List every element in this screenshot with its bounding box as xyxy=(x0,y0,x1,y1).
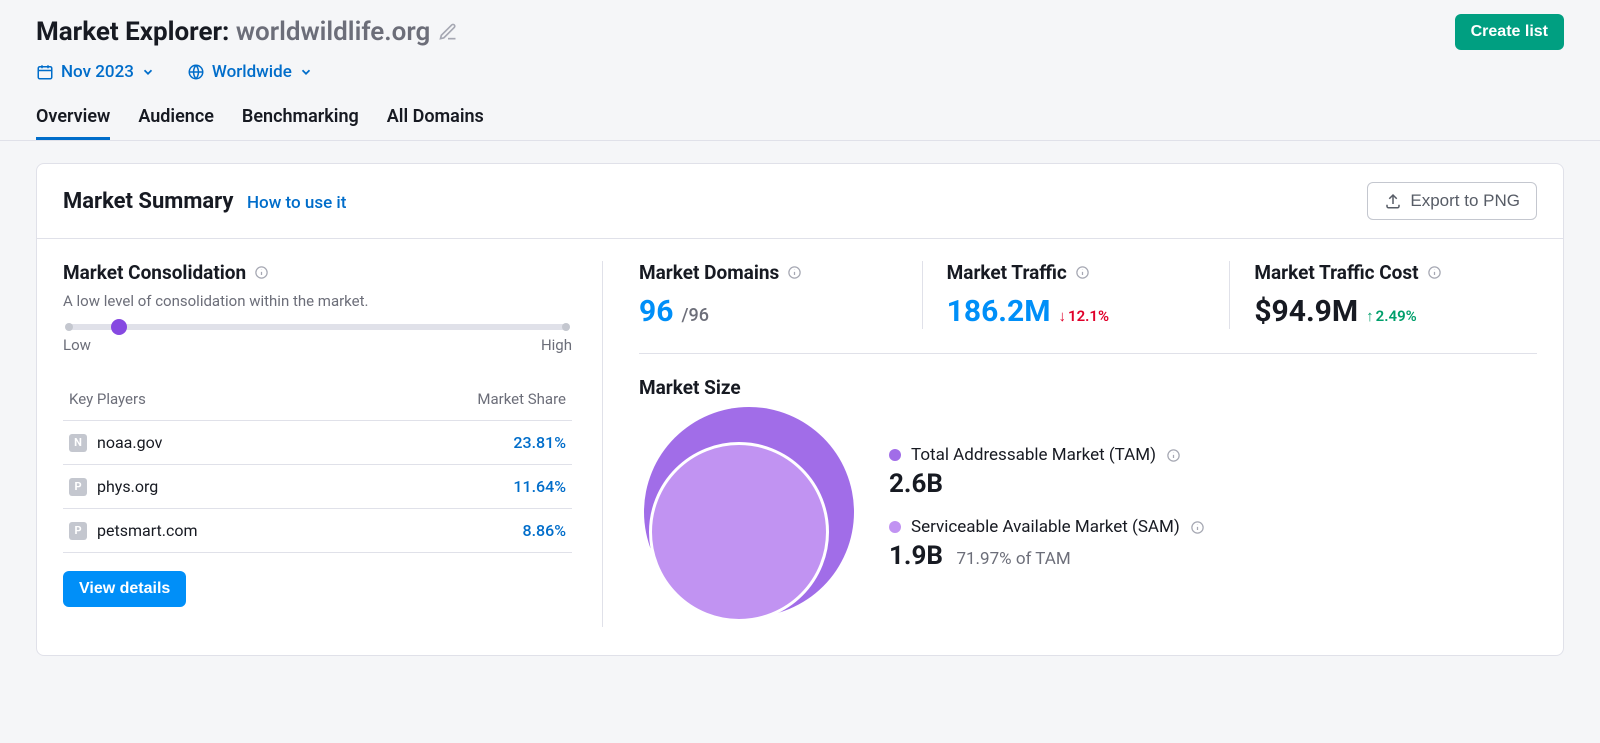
player-domain: noaa.gov xyxy=(97,433,162,452)
card-title: Market Summary xyxy=(63,189,234,214)
table-row[interactable]: Nnoaa.gov 23.81% xyxy=(63,420,572,464)
date-filter-label: Nov 2023 xyxy=(61,62,134,82)
key-players-table: Key Players Market Share Nnoaa.gov 23.81%… xyxy=(63,378,572,553)
sam-dot-icon xyxy=(889,521,901,533)
player-domain: phys.org xyxy=(97,477,158,496)
date-filter[interactable]: Nov 2023 xyxy=(36,62,155,82)
edit-icon[interactable] xyxy=(438,22,458,42)
tab-overview[interactable]: Overview xyxy=(36,100,110,140)
market-size-title: Market Size xyxy=(639,376,1537,399)
table-row[interactable]: Ppetsmart.com 8.86% xyxy=(63,508,572,553)
metric-traffic: Market Traffic 186.2M ↓12.1% xyxy=(922,261,1230,329)
player-domain: petsmart.com xyxy=(97,521,198,540)
col-player: Key Players xyxy=(69,390,146,408)
cost-value: $94.9M xyxy=(1254,294,1358,329)
sam-sub: 71.97% of TAM xyxy=(956,549,1070,569)
table-row[interactable]: Pphys.org 11.64% xyxy=(63,464,572,508)
info-icon[interactable] xyxy=(254,265,269,280)
view-details-button[interactable]: View details xyxy=(63,571,186,607)
favicon-icon: P xyxy=(69,478,87,496)
export-png-button[interactable]: Export to PNG xyxy=(1367,182,1537,220)
col-share: Market Share xyxy=(477,390,566,408)
favicon-icon: P xyxy=(69,522,87,540)
how-to-use-link[interactable]: How to use it xyxy=(247,193,346,213)
cost-delta: ↑2.49% xyxy=(1366,307,1417,325)
market-size-chart xyxy=(639,407,859,627)
calendar-icon xyxy=(36,63,54,81)
metric-cost: Market Traffic Cost $94.9M ↑2.49% xyxy=(1229,261,1537,329)
export-label: Export to PNG xyxy=(1410,191,1520,211)
tam-dot-icon xyxy=(889,449,901,461)
chevron-down-icon xyxy=(299,65,313,79)
player-share: 8.86% xyxy=(522,521,566,540)
consolidation-slider xyxy=(69,324,566,330)
tab-benchmarking[interactable]: Benchmarking xyxy=(242,100,359,140)
legend-sam: Serviceable Available Market (SAM) 1.9B … xyxy=(889,517,1205,571)
globe-icon xyxy=(187,63,205,81)
player-share: 23.81% xyxy=(513,433,566,452)
domains-value: 96 xyxy=(639,294,673,329)
favicon-icon: N xyxy=(69,434,87,452)
info-icon[interactable] xyxy=(1166,448,1181,463)
create-list-button[interactable]: Create list xyxy=(1455,14,1564,50)
info-icon[interactable] xyxy=(787,265,802,280)
consolidation-title: Market Consolidation xyxy=(63,261,572,284)
slider-high-label: High xyxy=(541,336,572,354)
chevron-down-icon xyxy=(141,65,155,79)
slider-low-label: Low xyxy=(63,336,91,354)
metric-domains: Market Domains 96/96 xyxy=(639,261,922,329)
page-title: Market Explorer: worldwildlife.org xyxy=(36,17,458,47)
legend-tam: Total Addressable Market (TAM) 2.6B xyxy=(889,445,1205,499)
slider-thumb xyxy=(111,319,127,335)
market-summary-card: Market Summary How to use it Export to P… xyxy=(36,163,1564,656)
sam-value: 1.9B xyxy=(889,541,943,571)
info-icon[interactable] xyxy=(1427,265,1442,280)
tab-audience[interactable]: Audience xyxy=(138,100,214,140)
tam-value: 2.6B xyxy=(889,469,943,499)
player-share: 11.64% xyxy=(513,477,566,496)
domains-sub: /96 xyxy=(681,305,708,326)
tab-all-domains[interactable]: All Domains xyxy=(387,100,484,140)
region-filter[interactable]: Worldwide xyxy=(187,62,313,82)
region-filter-label: Worldwide xyxy=(212,62,292,82)
title-domain: worldwildlife.org xyxy=(236,17,430,47)
tabs: Overview Audience Benchmarking All Domains xyxy=(0,100,1600,141)
info-icon[interactable] xyxy=(1190,520,1205,535)
consolidation-desc: A low level of consolidation within the … xyxy=(63,292,572,310)
traffic-value: 186.2M xyxy=(947,294,1051,329)
info-icon[interactable] xyxy=(1075,265,1090,280)
export-icon xyxy=(1384,192,1402,210)
traffic-delta: ↓12.1% xyxy=(1059,307,1110,325)
title-prefix: Market Explorer: xyxy=(36,17,236,47)
